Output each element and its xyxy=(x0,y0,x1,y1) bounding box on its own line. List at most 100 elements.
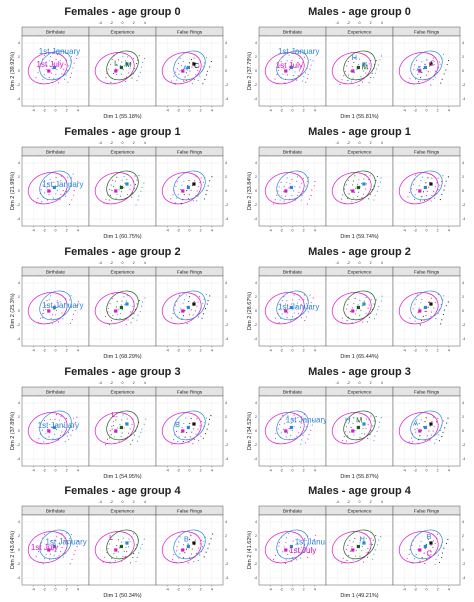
data-point xyxy=(131,196,133,198)
y-tick-label: 4 xyxy=(255,520,257,524)
data-point xyxy=(44,437,46,439)
data-point xyxy=(443,295,445,297)
confidence-ellipse xyxy=(173,410,206,441)
data-point xyxy=(43,180,45,182)
data-point xyxy=(361,81,364,83)
data-point xyxy=(286,177,288,179)
data-point xyxy=(305,425,307,428)
x-tick-label-top: -2 xyxy=(347,261,350,265)
data-point xyxy=(137,59,139,61)
data-point xyxy=(109,188,111,191)
data-point xyxy=(289,183,291,185)
data-point xyxy=(52,314,54,316)
y-tick-label: -2 xyxy=(17,562,20,566)
data-point xyxy=(111,78,113,80)
x-tick-label: 2 xyxy=(303,349,305,353)
data-point xyxy=(73,190,75,192)
x-tick-label: -4 xyxy=(166,109,169,113)
data-point xyxy=(64,195,67,197)
data-point xyxy=(45,432,47,434)
data-point xyxy=(206,189,208,192)
centroid-marker xyxy=(125,182,129,186)
data-point xyxy=(71,559,73,561)
data-point xyxy=(430,200,432,202)
data-point xyxy=(181,65,183,67)
data-point xyxy=(116,193,118,196)
data-point xyxy=(136,544,138,546)
y-tick-label: -4 xyxy=(225,217,228,221)
data-point xyxy=(296,435,298,437)
data-point xyxy=(200,308,202,310)
data-point xyxy=(300,443,302,445)
data-point xyxy=(414,303,416,305)
centroid-marker xyxy=(125,302,129,306)
data-point xyxy=(280,304,282,306)
data-point xyxy=(424,563,426,565)
x-tick-label: -4 xyxy=(269,109,272,113)
data-point xyxy=(416,427,418,429)
data-point xyxy=(355,187,357,189)
data-point xyxy=(365,188,367,190)
x-tick-label: -2 xyxy=(414,229,417,233)
data-point xyxy=(62,318,64,320)
x-tick-label: -2 xyxy=(43,588,46,592)
panel-strip-label: Birthdate xyxy=(46,390,66,396)
x-tick-label: 2 xyxy=(303,588,305,592)
data-point xyxy=(135,430,137,432)
data-point xyxy=(178,421,180,423)
panel-strip-label: Experience xyxy=(348,509,372,515)
panel-category-label: 1st January xyxy=(42,180,83,189)
y-tick-label: 0 xyxy=(462,189,464,193)
data-point xyxy=(424,79,426,81)
data-point xyxy=(49,295,52,297)
data-point xyxy=(69,538,71,540)
centroid-marker xyxy=(119,544,123,549)
data-point xyxy=(306,67,308,70)
data-point xyxy=(288,198,291,200)
data-point xyxy=(50,540,53,542)
data-point xyxy=(69,182,71,184)
x-tick-label: 0 xyxy=(292,349,294,353)
y-tick-label: -4 xyxy=(17,576,20,580)
centroid-marker xyxy=(423,544,427,549)
y-axis-label: Dim 2 (25.3%) xyxy=(10,293,16,328)
data-point xyxy=(353,303,355,305)
data-point xyxy=(430,297,432,299)
data-point xyxy=(44,558,46,560)
x-tick-label: 0 xyxy=(292,469,294,473)
panel-category-label: M xyxy=(362,63,368,72)
x-tick-label: 4 xyxy=(211,588,213,592)
data-point xyxy=(304,307,306,309)
data-point xyxy=(67,304,69,306)
y-tick-label: 4 xyxy=(225,281,227,285)
data-point xyxy=(434,302,437,304)
data-point xyxy=(122,414,124,416)
data-point xyxy=(52,438,54,440)
data-point xyxy=(447,538,449,541)
data-point xyxy=(370,59,372,61)
data-point xyxy=(141,305,143,307)
data-point xyxy=(170,198,172,200)
data-point xyxy=(438,308,440,310)
data-point xyxy=(45,69,47,71)
x-tick-label-top: -4 xyxy=(99,500,102,504)
data-point xyxy=(364,77,366,79)
x-tick-label: 2 xyxy=(303,109,305,113)
data-point xyxy=(50,72,52,74)
data-point xyxy=(292,418,294,420)
data-point xyxy=(290,560,292,562)
data-point xyxy=(440,82,442,84)
x-tick-label-top: -4 xyxy=(336,381,339,385)
data-point xyxy=(126,418,128,420)
data-point xyxy=(437,554,439,556)
data-point xyxy=(429,550,431,552)
data-point xyxy=(207,300,209,302)
data-point xyxy=(69,76,71,79)
data-point xyxy=(185,294,187,296)
confidence-ellipse xyxy=(106,529,139,560)
data-point xyxy=(75,186,77,188)
data-point xyxy=(376,190,378,192)
x-tick-label-top: -4 xyxy=(99,381,102,385)
